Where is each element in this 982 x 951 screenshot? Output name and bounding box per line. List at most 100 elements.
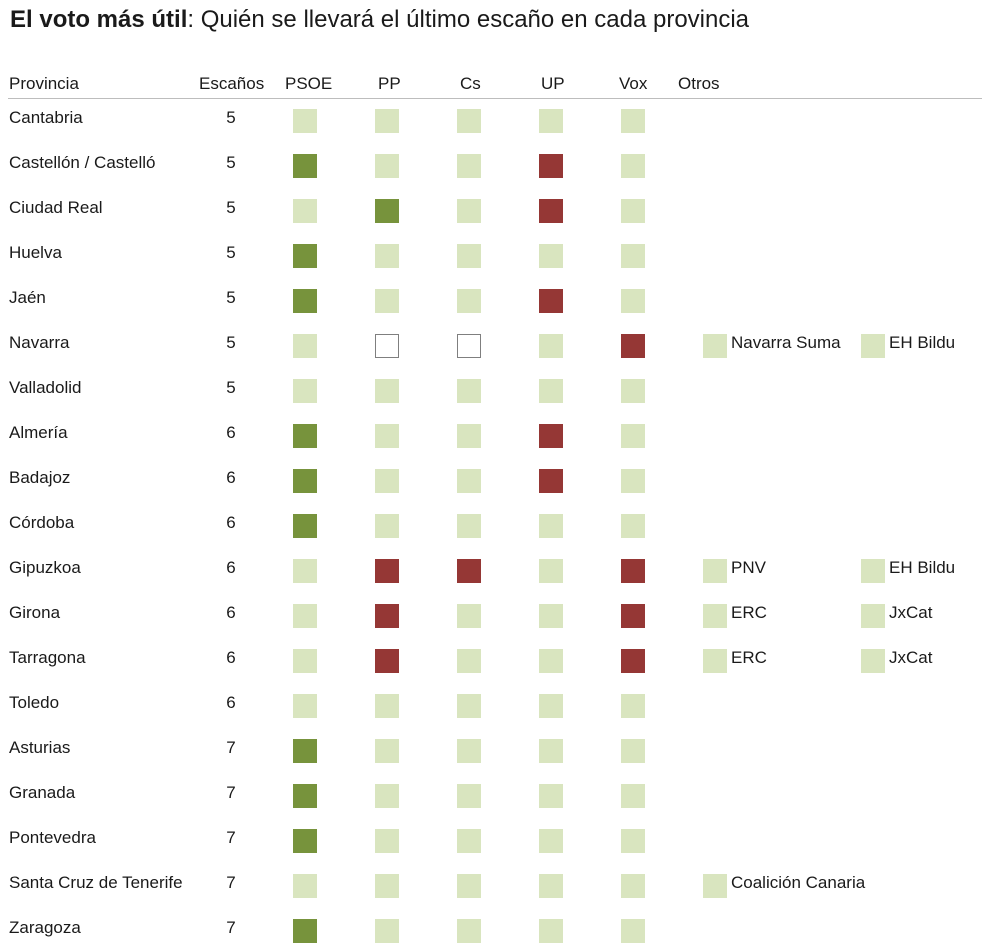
seats-value: 5	[226, 153, 236, 172]
party-cell-up	[539, 829, 563, 853]
party-cell-cs	[457, 649, 481, 673]
party-cell-pp	[375, 694, 399, 718]
party-cell-pp	[375, 424, 399, 448]
other-party-label: EH Bildu	[889, 333, 956, 352]
party-cell-psoe	[293, 514, 317, 538]
seats-value: 7	[226, 873, 236, 892]
party-cell-vox	[621, 154, 645, 178]
party-cell-up	[539, 919, 563, 943]
party-cell-pp	[375, 514, 399, 538]
party-cell-up	[539, 244, 563, 268]
party-cell-pp	[375, 469, 399, 493]
other-party-cell	[861, 559, 885, 583]
party-cell-up	[539, 694, 563, 718]
seats-value: 6	[226, 693, 236, 712]
party-cell-cs	[457, 469, 481, 493]
party-cell-cs	[457, 559, 481, 583]
chart-title: El voto más útil: Quién se llevará el úl…	[10, 6, 749, 34]
party-cell-vox	[621, 379, 645, 403]
seats-value: 5	[226, 198, 236, 217]
party-cell-pp	[375, 109, 399, 133]
header-provincia: Provincia	[9, 74, 79, 93]
party-cell-cs	[457, 334, 481, 358]
province-label: Cantabria	[9, 108, 83, 127]
party-cell-cs	[457, 739, 481, 763]
province-label: Huelva	[9, 243, 62, 262]
party-cell-cs	[457, 154, 481, 178]
province-label: Toledo	[9, 693, 60, 712]
other-party-label: EH Bildu	[889, 558, 956, 577]
party-cell-psoe	[293, 784, 317, 808]
party-cell-up	[539, 469, 563, 493]
party-cell-vox	[621, 739, 645, 763]
other-party-cell	[703, 604, 727, 628]
party-cell-pp	[375, 874, 399, 898]
header-vox: Vox	[619, 74, 648, 93]
party-cell-vox	[621, 514, 645, 538]
other-party-cell	[703, 559, 727, 583]
province-label: Granada	[9, 783, 76, 802]
party-cell-up	[539, 289, 563, 313]
header-escanos: Escaños	[199, 74, 265, 93]
party-cell-psoe	[293, 604, 317, 628]
seats-value: 6	[226, 558, 236, 577]
party-cell-cs	[457, 424, 481, 448]
chart-title-rest: : Quién se llevará el último escaño en c…	[187, 6, 750, 33]
province-label: Badajoz	[9, 468, 71, 487]
party-cell-vox	[621, 289, 645, 313]
party-cell-vox	[621, 784, 645, 808]
province-label: Pontevedra	[9, 828, 96, 847]
province-label: Santa Cruz de Tenerife	[9, 873, 183, 892]
party-cell-pp	[375, 739, 399, 763]
other-party-label: ERC	[731, 603, 767, 622]
party-cell-cs	[457, 109, 481, 133]
party-cell-up	[539, 514, 563, 538]
seats-value: 5	[226, 378, 236, 397]
party-cell-psoe	[293, 649, 317, 673]
party-cell-up	[539, 559, 563, 583]
party-cell-psoe	[293, 199, 317, 223]
party-cell-psoe	[293, 829, 317, 853]
party-cell-psoe	[293, 559, 317, 583]
other-party-label: ERC	[731, 648, 767, 667]
header-up: UP	[541, 74, 565, 93]
other-party-cell	[703, 874, 727, 898]
chart-title-bold: El voto más útil	[10, 6, 188, 33]
party-cell-vox	[621, 334, 645, 358]
seats-value: 6	[226, 423, 236, 442]
seats-value: 5	[226, 243, 236, 262]
other-party-cell	[861, 649, 885, 673]
other-party-cell	[703, 649, 727, 673]
party-cell-cs	[457, 289, 481, 313]
header-psoe: PSOE	[285, 74, 333, 93]
party-cell-cs	[457, 604, 481, 628]
party-cell-up	[539, 874, 563, 898]
party-cell-pp	[375, 649, 399, 673]
party-cell-up	[539, 154, 563, 178]
party-cell-pp	[375, 244, 399, 268]
party-cell-psoe	[293, 379, 317, 403]
party-cell-vox	[621, 649, 645, 673]
party-cell-psoe	[293, 919, 317, 943]
province-label: Castellón / Castelló	[9, 153, 156, 172]
party-cell-cs	[457, 244, 481, 268]
header-otros: Otros	[678, 74, 720, 93]
party-cell-up	[539, 199, 563, 223]
party-cell-up	[539, 334, 563, 358]
party-cell-vox	[621, 559, 645, 583]
other-party-label: JxCat	[889, 648, 933, 667]
party-cell-psoe	[293, 334, 317, 358]
seats-value: 7	[226, 783, 236, 802]
party-cell-psoe	[293, 424, 317, 448]
seats-value: 7	[226, 738, 236, 757]
party-cell-vox	[621, 874, 645, 898]
party-cell-cs	[457, 919, 481, 943]
party-cell-psoe	[293, 244, 317, 268]
party-cell-vox	[621, 469, 645, 493]
party-cell-psoe	[293, 874, 317, 898]
party-cell-pp	[375, 154, 399, 178]
seats-value: 6	[226, 513, 236, 532]
province-label: Valladolid	[9, 378, 82, 397]
province-label: Gipuzkoa	[9, 558, 81, 577]
party-cell-cs	[457, 874, 481, 898]
